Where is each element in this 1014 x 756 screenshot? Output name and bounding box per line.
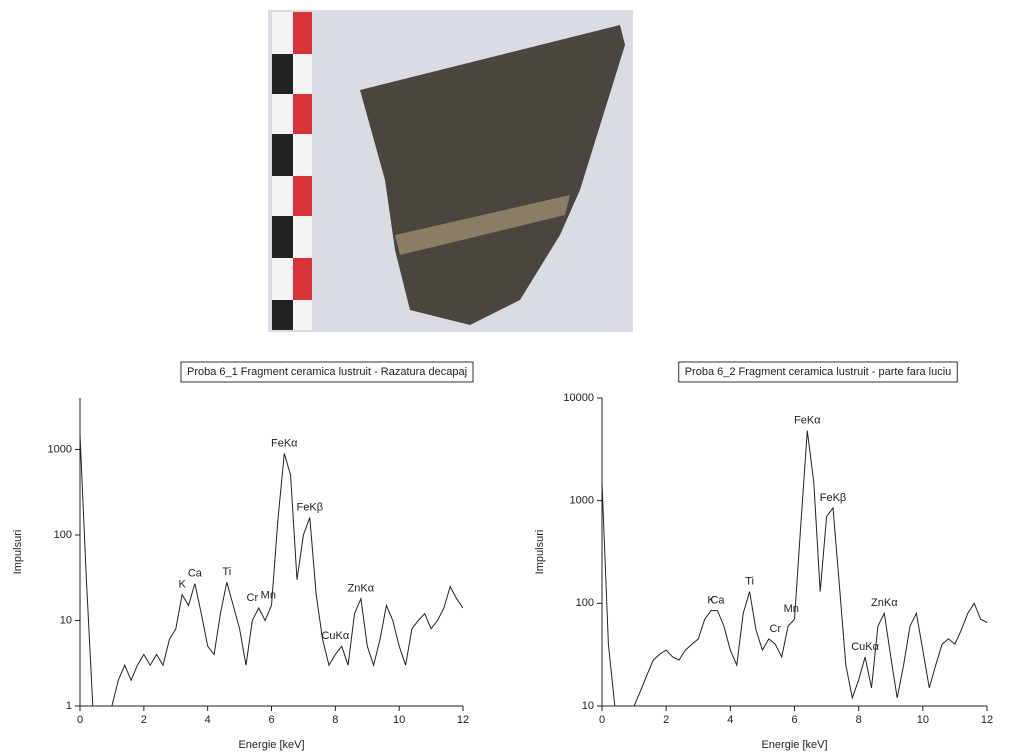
y-axis-label: Impulsuri (12, 530, 24, 575)
peak-label: CuKα (851, 641, 879, 653)
peak-label: K (707, 594, 715, 606)
peak-label: CuKα (321, 630, 349, 642)
y-tick-label: 1000 (48, 443, 72, 455)
x-tick-label: 2 (141, 714, 147, 726)
x-tick-label: 4 (727, 714, 733, 726)
peak-label: FeKα (271, 437, 298, 449)
title-box (678, 361, 958, 383)
x-tick-label: 10 (917, 714, 929, 726)
peak-label: FeKα (794, 415, 821, 427)
ceramic-shard (360, 25, 625, 325)
scale-red (293, 94, 312, 134)
peak-label: Cr (247, 592, 259, 604)
spectrum-line (79, 434, 464, 707)
shard-band (395, 195, 570, 255)
scale-black (272, 300, 293, 330)
y-tick-label: 1000 (570, 495, 594, 507)
peak-label: Ca (710, 594, 725, 606)
y-axis-label: Impulsuri (534, 530, 546, 575)
chart-title: Proba 6_1 Fragment ceramica lustruit - R… (187, 366, 467, 378)
x-tick-label: 8 (332, 714, 338, 726)
y-tick-label: 100 (54, 529, 72, 541)
x-axis-label: Energie [keV] (761, 739, 827, 751)
photo (268, 10, 633, 332)
peak-label: K (178, 579, 186, 591)
peak-label: Ti (222, 566, 231, 578)
peak-label: ZnKα (871, 597, 898, 609)
x-tick-label: 10 (393, 714, 405, 726)
chart-title: Proba 6_2 Fragment ceramica lustruit - p… (685, 366, 952, 378)
scale-red (293, 176, 312, 216)
x-tick-label: 12 (457, 714, 469, 726)
peak-label: FeKβ (297, 501, 324, 513)
scale-black (272, 134, 293, 176)
x-tick-label: 0 (599, 714, 605, 726)
peak-label: Cr (769, 623, 781, 635)
x-axis-label: Energie [keV] (238, 739, 304, 751)
peak-label: Ti (745, 576, 754, 588)
scale-red (293, 258, 312, 300)
peak-label: Mn (261, 589, 276, 601)
y-tick-label: 10 (60, 614, 72, 626)
x-tick-label: 8 (856, 714, 862, 726)
y-tick-label: 10000 (563, 392, 594, 404)
peak-label: ZnKα (348, 583, 375, 595)
x-tick-label: 2 (663, 714, 669, 726)
y-tick-label: 100 (576, 597, 594, 609)
spectrum-line (601, 430, 988, 707)
x-tick-label: 6 (268, 714, 274, 726)
scale-black (272, 54, 293, 94)
x-tick-label: 12 (981, 714, 993, 726)
scale-red (293, 12, 312, 54)
peak-label: Mn (784, 603, 799, 615)
scale-black (272, 216, 293, 258)
y-tick-label: 10 (582, 700, 594, 712)
x-tick-label: 6 (791, 714, 797, 726)
peak-label: Ca (188, 568, 203, 580)
title-box (180, 361, 474, 383)
x-tick-label: 4 (205, 714, 211, 726)
x-tick-label: 0 (77, 714, 83, 726)
y-tick-label: 1 (66, 700, 72, 712)
peak-label: FeKβ (820, 492, 847, 504)
